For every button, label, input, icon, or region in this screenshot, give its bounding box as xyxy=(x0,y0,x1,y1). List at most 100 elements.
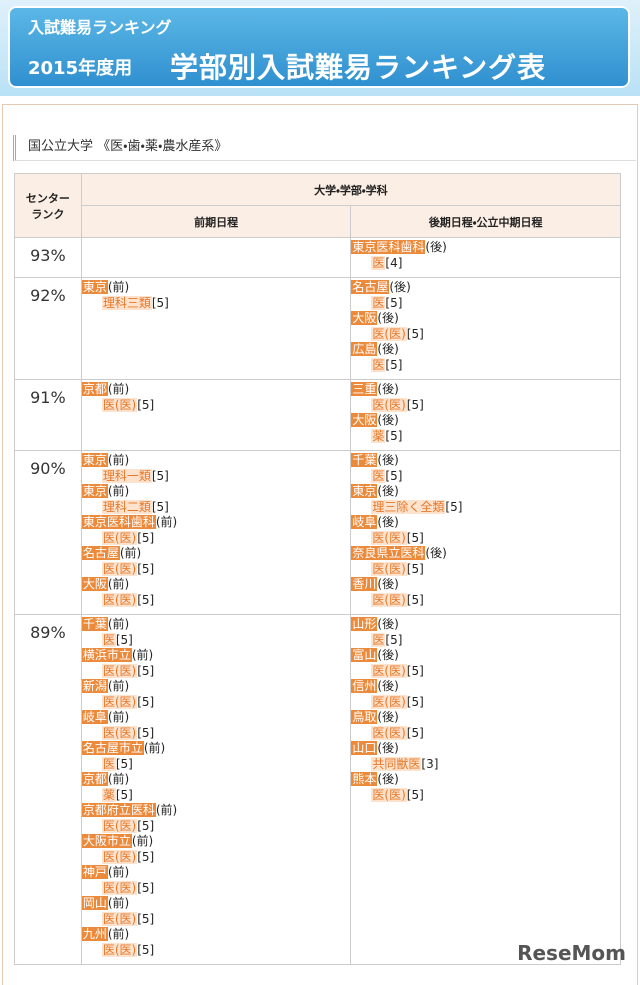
entry: 東京(前) 理科一類[5] xyxy=(81,453,351,485)
university-line: 東京(前) xyxy=(81,453,351,469)
faculty-line: 医(医)[5] xyxy=(82,397,351,414)
column-header: 前期日程 xyxy=(80,205,352,238)
university: 横浜市立 xyxy=(81,648,132,662)
faculty-line: 理科三類[5] xyxy=(82,295,351,312)
entry: 広島(後) 医[5] xyxy=(351,342,620,373)
level: [5] xyxy=(385,295,403,310)
level: [5] xyxy=(137,530,155,545)
level: [5] xyxy=(151,499,169,514)
university-line: 三重(後) xyxy=(351,382,620,398)
term: (後) xyxy=(389,280,411,294)
faculty-line: 医[5] xyxy=(351,468,620,485)
university-line: 山形(後) xyxy=(351,617,620,633)
level: [5] xyxy=(406,725,424,740)
university: 神戸 xyxy=(81,865,108,879)
entry: 信州(後) 医(医)[5] xyxy=(351,679,620,710)
university: 香川 xyxy=(351,577,378,591)
faculty-line: 医(医)[5] xyxy=(82,942,351,959)
faculty: 医(医) xyxy=(101,561,138,576)
entry: 山口(後) 共同獣医[3] xyxy=(351,741,620,772)
term: (後) xyxy=(377,577,399,591)
entry: 熊本(後) 医(医)[5] xyxy=(351,772,620,803)
level: [5] xyxy=(137,818,155,833)
university-line: 大阪(後) xyxy=(351,311,620,327)
term: (前) xyxy=(155,803,178,817)
faculty: 医(医) xyxy=(371,561,407,576)
term: (後) xyxy=(377,772,399,786)
banner: 入試難易ランキング 2015年度用 学部別入試難易ランキング表 xyxy=(0,0,640,96)
faculty: 共同獣医 xyxy=(371,756,422,771)
faculty-line: 医(医)[5] xyxy=(82,694,351,711)
rank-cell: 90% xyxy=(14,450,82,615)
faculty-line: 理科一類[5] xyxy=(82,468,351,485)
faculty: 理三除く全類 xyxy=(371,499,446,514)
term: (前) xyxy=(107,896,130,910)
faculty-line: 医(医)[5] xyxy=(82,818,351,835)
entry: 山形(後) 医[5] xyxy=(351,617,620,648)
university: 東京医科歯科 xyxy=(351,240,426,254)
level: [5] xyxy=(406,663,424,678)
term: (後) xyxy=(377,515,399,529)
term: (前) xyxy=(107,280,130,294)
faculty: 医 xyxy=(101,632,116,647)
entry: 新潟(前) 医(医)[5] xyxy=(81,679,351,711)
university: 三重 xyxy=(351,382,378,396)
university-line: 京都府立医科(前) xyxy=(81,803,351,819)
university: 広島 xyxy=(351,342,378,356)
university-line: 東京医科歯科(後) xyxy=(351,240,620,256)
term: (前) xyxy=(107,927,130,941)
table-row: 93% 東京医科歯科(後) 医[4] xyxy=(14,237,621,278)
university-line: 新潟(前) xyxy=(81,679,351,695)
faculty-line: 医(医)[5] xyxy=(82,561,351,578)
level: [5] xyxy=(137,880,155,895)
level: [5] xyxy=(406,787,424,802)
faculty-line: 医(医)[5] xyxy=(351,592,620,609)
university-line: 大阪市立(前) xyxy=(81,834,351,850)
university: 京都 xyxy=(81,772,108,786)
entry: 京都(前) 医(医)[5] xyxy=(81,382,351,414)
university-line: 京都(前) xyxy=(81,382,351,398)
faculty-line: 医(医)[5] xyxy=(82,880,351,897)
table-row: 89% 千葉(前) 医[5] 横浜市立(前) 医(医)[5] 新潟(前) 医(医)[5] 岐阜… xyxy=(14,614,621,965)
level: [5] xyxy=(406,592,424,607)
faculty-line: 医(医)[5] xyxy=(82,663,351,680)
rank-header-line: センター xyxy=(25,191,70,205)
faculty: 医(医) xyxy=(101,592,138,607)
term: (後) xyxy=(425,240,447,254)
faculty: 医(医) xyxy=(101,818,138,833)
term: (後) xyxy=(377,311,399,325)
entry: 京都(前) 薬[5] xyxy=(81,772,351,803)
university: 東京 xyxy=(81,280,108,294)
entry: 奈良県立医科(後) 医(医)[5] xyxy=(351,546,620,577)
university-line: 東京(前) xyxy=(81,484,351,500)
entry: 三重(後) 医(医)[5] xyxy=(351,382,620,413)
term: (前) xyxy=(155,515,178,529)
university: 新潟 xyxy=(81,679,108,693)
faculty: 医(医) xyxy=(371,694,407,709)
level: [5] xyxy=(406,694,424,709)
term: (前) xyxy=(107,382,130,396)
term: (後) xyxy=(377,484,399,498)
entry: 千葉(後) 医[5] xyxy=(351,453,620,484)
level: [5] xyxy=(137,694,155,709)
rank-cell: 93% xyxy=(14,237,82,278)
term: (前) xyxy=(107,772,130,786)
term: (前) xyxy=(107,679,130,693)
entry: 東京医科歯科(前) 医(医)[5] xyxy=(81,515,351,546)
entry: 香川(後) 医(医)[5] xyxy=(351,577,620,608)
back-cell: 東京医科歯科(後) 医[4] xyxy=(350,237,621,278)
front-cell: 東京(前) 理科一類[5] 東京(前) 理科二類[5] 東京医科歯科(前) 医(医)[5]… xyxy=(80,450,352,615)
faculty-line: 医(医)[5] xyxy=(351,530,620,547)
university: 大阪 xyxy=(81,577,108,591)
level: [5] xyxy=(406,530,424,545)
faculty-line: 医(医)[5] xyxy=(82,725,351,742)
university: 東京医科歯科 xyxy=(81,515,156,529)
university-line: 大阪(後) xyxy=(351,413,620,429)
level: [5] xyxy=(445,499,463,514)
entry: 千葉(前) 医[5] xyxy=(81,617,351,648)
faculty: 医(医) xyxy=(101,663,138,678)
faculty-line: 医(医)[5] xyxy=(351,787,620,804)
rank-cell: 92% xyxy=(14,277,82,380)
faculty-line: 医[5] xyxy=(351,357,620,374)
